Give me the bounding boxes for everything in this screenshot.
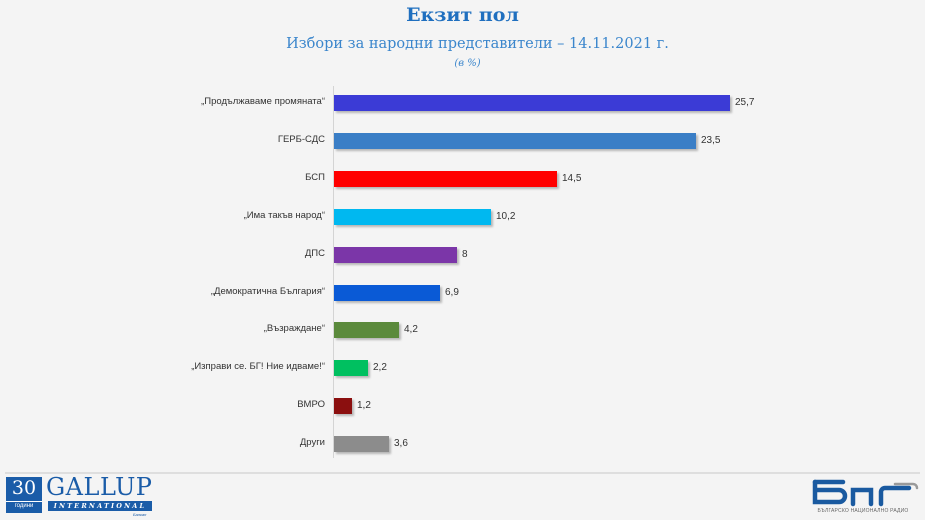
value-label: 1,2 xyxy=(357,400,371,411)
bar xyxy=(334,95,730,111)
anniversary-badge: 30 години xyxy=(6,477,42,513)
gallup-name: GALLUP xyxy=(46,473,153,501)
category-label: „Изправи се. БГ! Ние идваме!“ xyxy=(191,361,325,372)
bnr-logo: БЪЛГАРСКО НАЦИОНАЛНО РАДИО xyxy=(805,478,921,518)
category-label: ГЕРБ-СДС xyxy=(277,134,325,145)
bar xyxy=(334,322,399,338)
category-label: ДПС xyxy=(304,248,325,259)
value-label: 25,7 xyxy=(735,97,755,108)
bar-row: ГЕРБ-СДС 23,5 xyxy=(0,133,925,149)
gallup-international: INTERNATIONAL xyxy=(48,501,152,511)
value-label: 2,2 xyxy=(373,362,387,373)
gallup-logo: 30 години GALLUP INTERNATIONAL Балкан xyxy=(6,473,156,517)
value-label: 6,9 xyxy=(445,287,459,298)
category-label: „Демократична България“ xyxy=(210,286,325,297)
value-label: 8 xyxy=(462,249,468,260)
category-label: ВМРО xyxy=(297,399,325,410)
value-label: 23,5 xyxy=(701,135,721,146)
category-label: БСП xyxy=(305,172,325,183)
bar-row: БСП 14,5 xyxy=(0,171,925,187)
bar-chart: „Продължаваме промяната“ 25,7 ГЕРБ-СДС 23,5… xyxy=(0,86,925,458)
category-label: „Има такъв народ“ xyxy=(243,210,325,221)
value-label: 4,2 xyxy=(404,324,418,335)
value-label: 3,6 xyxy=(394,438,408,449)
bar xyxy=(334,398,352,414)
gallup-city: Балкан xyxy=(133,512,147,517)
anniversary-number: 30 xyxy=(11,477,37,499)
value-label: 14,5 xyxy=(562,173,582,184)
bnr-logo-icon xyxy=(812,479,919,507)
bar-row: „Има такъв народ“ 10,2 xyxy=(0,209,925,225)
bar-row: ДПС 8 xyxy=(0,247,925,263)
page-title: Екзит пол xyxy=(406,4,519,26)
bar-row: „Демократична България“ 6,9 xyxy=(0,285,925,301)
bar xyxy=(334,171,557,187)
bar xyxy=(334,360,368,376)
category-label: Други xyxy=(299,437,325,448)
category-axis xyxy=(333,86,334,458)
bar-row: „Изправи се. БГ! Ние идваме!“ 2,2 xyxy=(0,360,925,376)
bar xyxy=(334,209,491,225)
value-label: 10,2 xyxy=(496,211,516,222)
bar xyxy=(334,133,696,149)
bar-row: ВМРО 1,2 xyxy=(0,398,925,414)
category-label: „Продължаваме промяната“ xyxy=(201,96,325,107)
footer-divider xyxy=(5,472,920,474)
anniversary-label: години xyxy=(6,501,42,509)
bar-row: „Продължаваме промяната“ 25,7 xyxy=(0,95,925,111)
bar-row: Други 3,6 xyxy=(0,436,925,452)
unit-label: (в %) xyxy=(454,58,481,69)
category-label: „Възраждане“ xyxy=(263,323,325,334)
bar xyxy=(334,247,457,263)
bar xyxy=(334,285,440,301)
bar-row: „Възраждане“ 4,2 xyxy=(0,322,925,338)
chart-subtitle: Избори за народни представители – 14.11.… xyxy=(286,36,669,52)
bnr-tagline: БЪЛГАРСКО НАЦИОНАЛНО РАДИО xyxy=(817,508,909,514)
bar xyxy=(334,436,389,452)
